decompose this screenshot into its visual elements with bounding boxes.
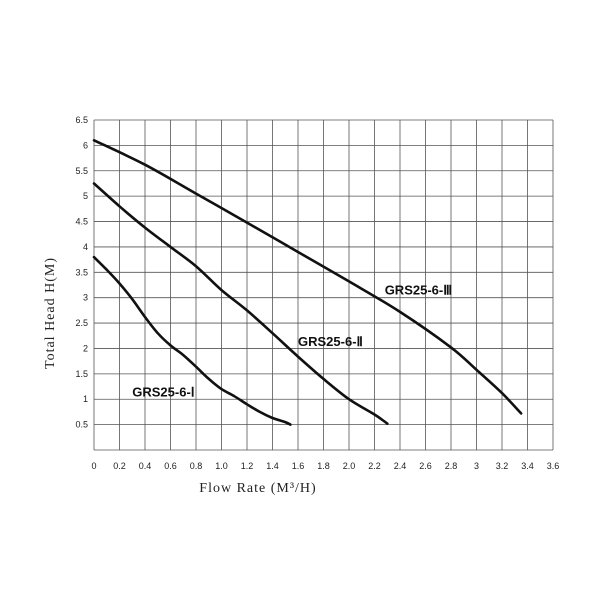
y-tick-label: 6.5 [75, 115, 88, 125]
x-tick-label: 2.2 [368, 461, 381, 471]
series-label-1: GRS25-6-Ⅰ [132, 385, 194, 400]
x-tick-label: 1.0 [215, 461, 228, 471]
x-tick-label: 0.2 [113, 461, 126, 471]
y-tick-label: 4 [83, 242, 88, 252]
series-line-1 [92, 255, 292, 426]
series-label-3: GRS25-6-Ⅲ [385, 283, 452, 298]
x-tick-label: 2.4 [394, 461, 407, 471]
x-tick-label: 0.6 [164, 461, 177, 471]
x-tick-label: 2.0 [343, 461, 356, 471]
x-tick-label: 3.2 [496, 461, 509, 471]
tick-labels: 0 0.2 0.4 0.6 0.8 1.0 1.2 1.4 1.6 1.8 2.0 2.2 2.4 2.6… [75, 115, 559, 471]
y-tick-label: 5.5 [75, 166, 88, 176]
x-tick-label: 2.6 [419, 461, 432, 471]
y-tick-label: 3 [83, 293, 88, 303]
series-line-3 [92, 139, 523, 415]
x-tick-label: 1.6 [292, 461, 305, 471]
y-tick-label: 0.5 [75, 420, 88, 430]
y-tick-label: 1 [83, 394, 88, 404]
x-tick-label: 3.6 [547, 461, 560, 471]
y-tick-label: 5 [83, 191, 88, 201]
curves [92, 139, 523, 426]
series-label-2: GRS25-6-Ⅱ [298, 334, 363, 349]
x-tick-label: 0.4 [139, 461, 152, 471]
y-tick-label: 2 [83, 343, 88, 353]
y-axis-title: Total Head H(M) [43, 257, 58, 369]
x-tick-label: 1.4 [266, 461, 279, 471]
x-tick-label: 1.2 [241, 461, 254, 471]
x-tick-label: 0 [91, 461, 96, 471]
y-tick-label: 2.5 [75, 318, 88, 328]
series-labels: GRS25-6-Ⅰ GRS25-6-Ⅱ GRS25-6-Ⅲ [132, 283, 452, 400]
x-tick-label: 3.4 [521, 461, 534, 471]
y-tick-label: 3.5 [75, 267, 88, 277]
x-tick-label: 2.8 [445, 461, 458, 471]
x-axis-title: Flow Rate (M³/H) [199, 481, 316, 496]
x-tick-label: 0.8 [190, 461, 203, 471]
grid [93, 119, 554, 451]
y-tick-label: 1.5 [75, 369, 88, 379]
series-line-2 [92, 182, 389, 425]
x-tick-label: 3 [474, 461, 479, 471]
y-tick-label: 4.5 [75, 217, 88, 227]
x-tick-label: 1.8 [317, 461, 330, 471]
y-tick-label: 6 [83, 140, 88, 150]
